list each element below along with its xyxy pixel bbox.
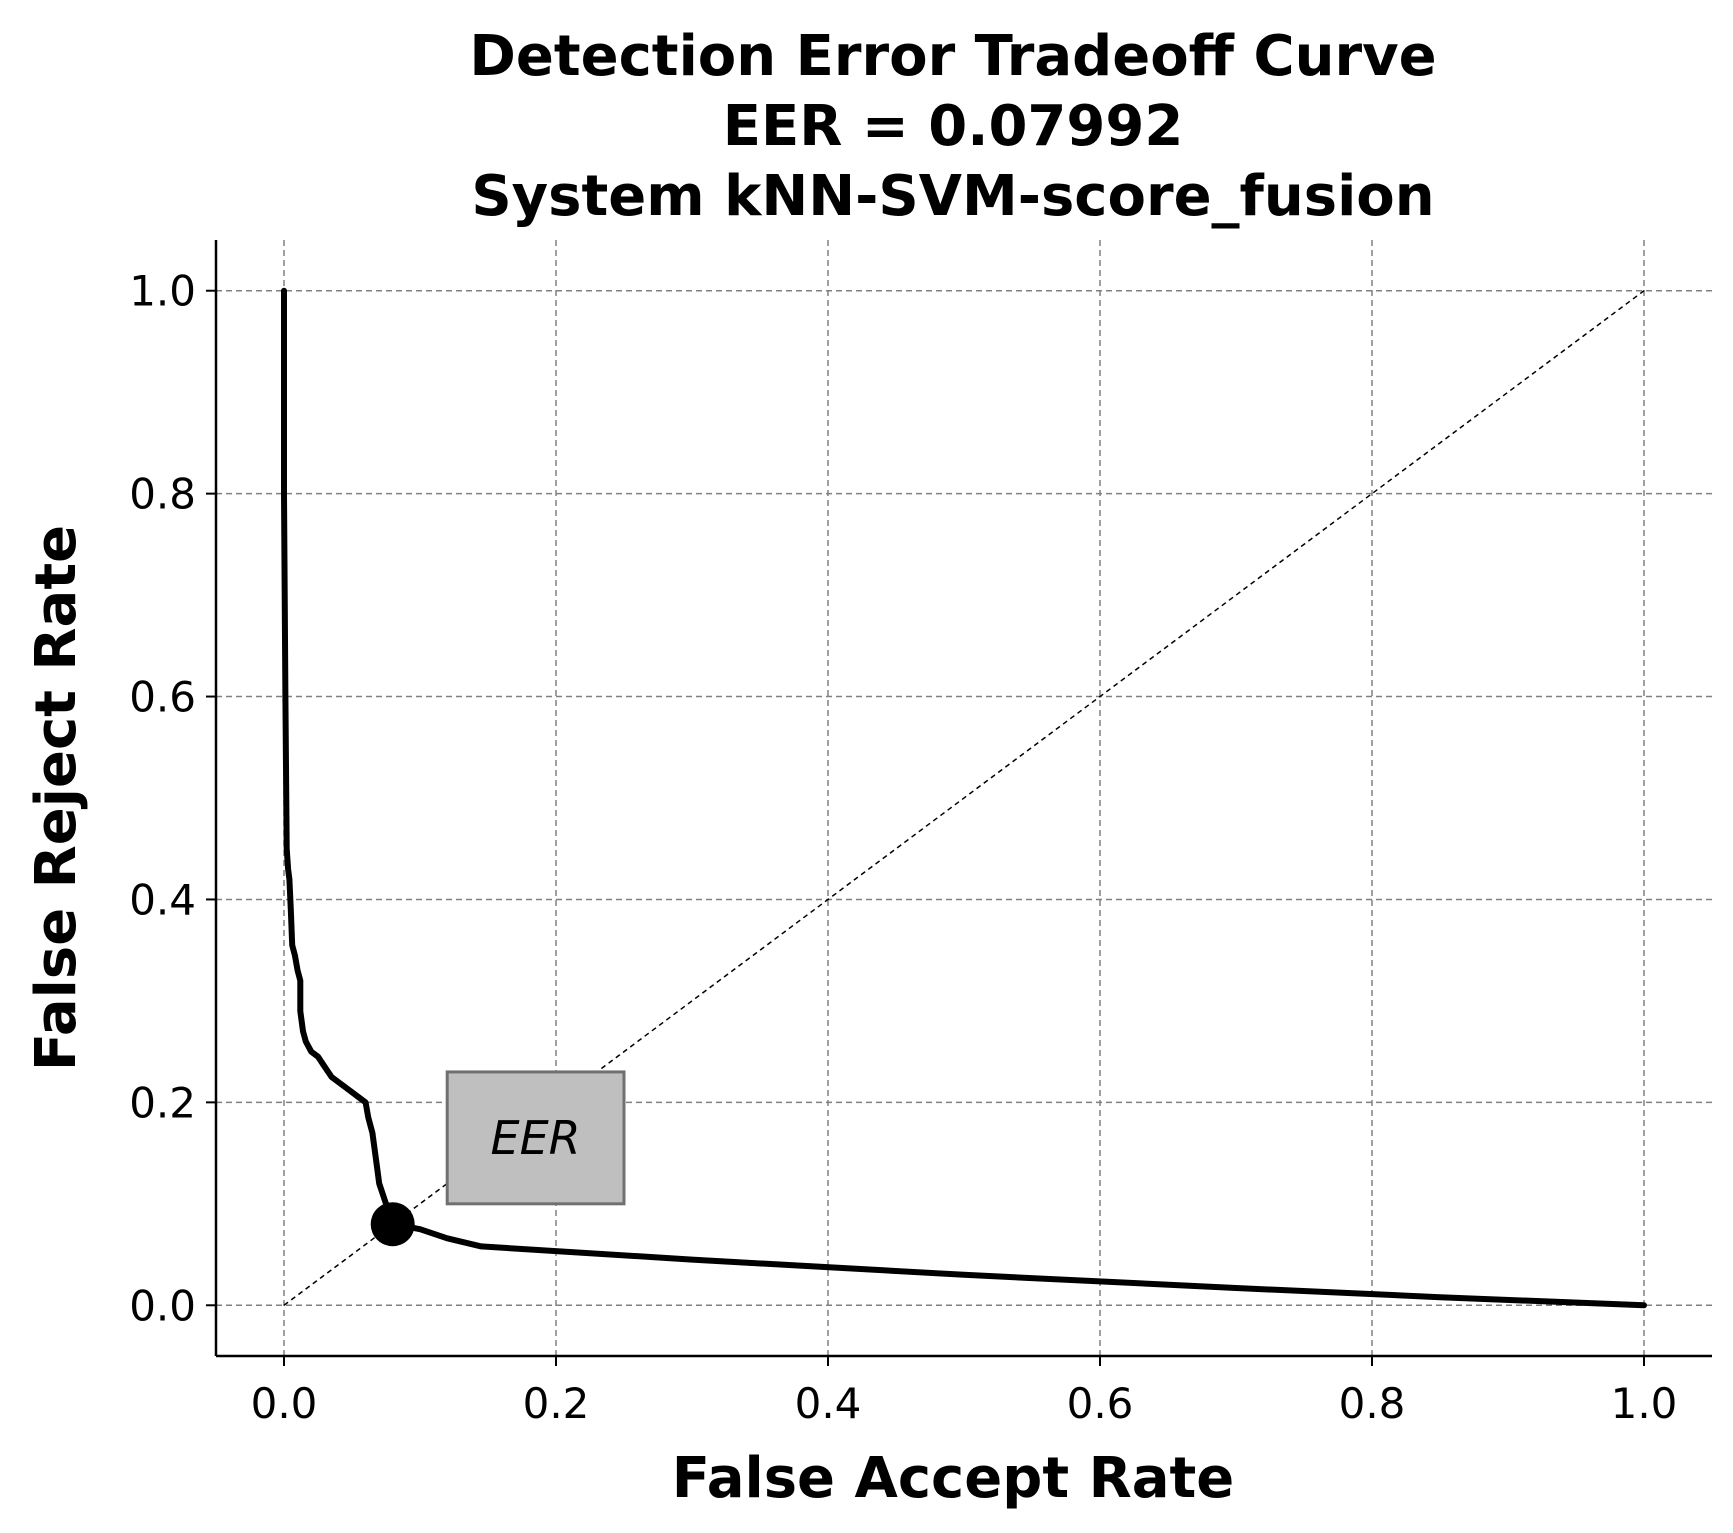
y-tick-label: 0.8 (129, 470, 196, 519)
chart-title-line-2: EER = 0.07992 (723, 94, 1184, 159)
x-tick-label: 1.0 (1611, 1379, 1678, 1428)
chart-title-line-1: Detection Error Tradeoff Curve (469, 24, 1436, 89)
eer-annotation-box (445, 1070, 626, 1206)
y-tick-label: 0.2 (129, 1078, 196, 1127)
det-curve-line (281, 287, 1647, 1309)
chart-title-line-3: System kNN-SVM-score_fusion (471, 164, 1434, 229)
y-axis-label: False Reject Rate (24, 525, 89, 1071)
x-tick-label: 0.2 (523, 1379, 590, 1428)
x-tick-label: 0.8 (1339, 1379, 1406, 1428)
x-tick-label: 0.6 (1067, 1379, 1134, 1428)
eer-point (370, 1202, 415, 1247)
y-tick-label: 0.6 (129, 673, 196, 722)
x-tick-label: 0.4 (795, 1379, 862, 1428)
y-tick-label: 1.0 (129, 267, 196, 316)
eer-annotation-label: EER (491, 1111, 581, 1165)
x-axis-label: False Accept Rate (672, 1446, 1235, 1511)
y-tick-label: 0.0 (129, 1281, 196, 1330)
plot-area: 0.0 0.2 0.4 0.6 0.8 1.0 0.0 0.2 0.4 0.6 0.8 1.0 EER (129, 240, 1712, 1428)
x-tick-label: 0.0 (251, 1379, 318, 1428)
y-tick-label: 0.4 (129, 875, 196, 924)
